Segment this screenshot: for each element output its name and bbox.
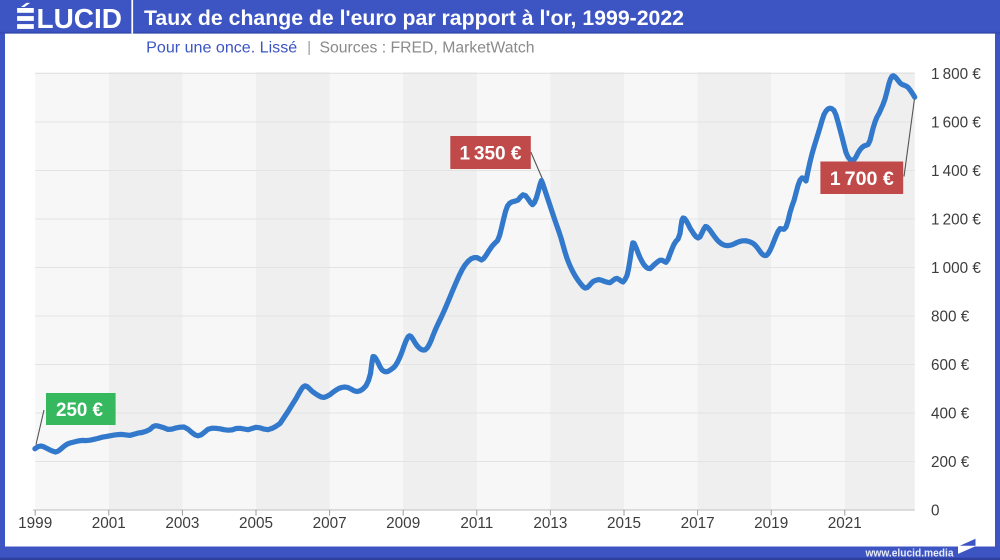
svg-text:Taux de change de l'euro par r: Taux de change de l'euro par rapport à l… — [144, 5, 684, 30]
svg-text:200 €: 200 € — [931, 454, 970, 471]
svg-text:2019: 2019 — [754, 515, 788, 532]
svg-text:1 600 €: 1 600 € — [931, 114, 981, 131]
svg-text:2001: 2001 — [92, 515, 126, 532]
svg-text:2007: 2007 — [313, 515, 347, 532]
svg-text:2009: 2009 — [386, 515, 420, 532]
svg-text:Sources : FRED, MarketWatch: Sources : FRED, MarketWatch — [320, 39, 535, 56]
svg-text:0: 0 — [931, 502, 940, 519]
svg-text:2011: 2011 — [460, 515, 493, 532]
svg-text:2003: 2003 — [165, 515, 199, 532]
svg-text:1 800 €: 1 800 € — [931, 66, 981, 83]
svg-text:400 €: 400 € — [931, 405, 970, 422]
svg-text:1 700 €: 1 700 € — [830, 169, 894, 190]
svg-text:1 400 €: 1 400 € — [931, 163, 981, 180]
svg-text:2021: 2021 — [828, 515, 862, 532]
svg-text:www.elucid.media: www.elucid.media — [865, 547, 955, 559]
svg-text:1 200 €: 1 200 € — [931, 211, 981, 228]
svg-text:|: | — [307, 40, 311, 56]
svg-text:1 000 €: 1 000 € — [931, 260, 981, 277]
svg-text:2015: 2015 — [607, 515, 641, 532]
svg-text:250 €: 250 € — [56, 400, 103, 421]
svg-text:1999: 1999 — [18, 515, 52, 532]
svg-text:Pour une once. Lissé: Pour une once. Lissé — [146, 39, 297, 56]
svg-text:LUCID: LUCID — [37, 3, 123, 34]
svg-text:2017: 2017 — [681, 515, 715, 532]
svg-text:2013: 2013 — [533, 515, 567, 532]
svg-text:600 €: 600 € — [931, 357, 970, 374]
svg-text:800 €: 800 € — [931, 308, 970, 325]
svg-text:1 350 €: 1 350 € — [460, 144, 522, 165]
svg-text:2005: 2005 — [239, 515, 273, 532]
